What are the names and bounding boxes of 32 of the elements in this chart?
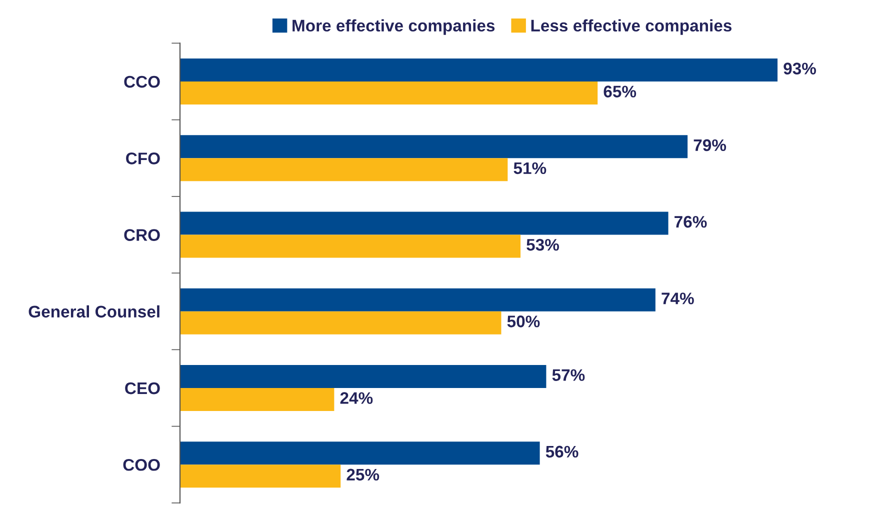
- data-label: 53%: [526, 238, 559, 251]
- y-tick-label: CCO: [124, 76, 160, 88]
- data-label: 50%: [507, 316, 540, 328]
- bar: [180, 365, 546, 388]
- data-label: 74%: [662, 292, 694, 304]
- data-label: 79%: [694, 139, 726, 152]
- y-tick-label: CEO: [125, 382, 160, 394]
- y-tick-label: CRO: [124, 229, 160, 241]
- data-label: 56%: [546, 446, 578, 458]
- bar: [180, 81, 598, 104]
- bar: [180, 212, 668, 235]
- bar: [180, 288, 656, 312]
- data-label: 57%: [552, 369, 585, 381]
- bar: [180, 464, 341, 488]
- data-label: 65%: [604, 86, 636, 98]
- bar: [180, 58, 778, 82]
- legend-label: Less effective companies: [531, 19, 732, 35]
- y-tick-label: COO: [123, 459, 160, 471]
- data-label: 76%: [674, 216, 707, 228]
- y-tick-label: CFO: [126, 152, 160, 164]
- legend-label: More effective companies: [292, 19, 495, 35]
- y-tick-label: General Counsel: [28, 305, 160, 318]
- bar: [180, 311, 502, 334]
- bar: [180, 442, 540, 465]
- data-label: 24%: [340, 392, 373, 404]
- bar: [180, 158, 508, 182]
- bar: [180, 135, 688, 158]
- data-label: 93%: [784, 62, 816, 74]
- data-label: 51%: [514, 162, 546, 174]
- data-label: 25%: [346, 468, 380, 481]
- bar: [180, 388, 334, 411]
- bar: [180, 234, 521, 258]
